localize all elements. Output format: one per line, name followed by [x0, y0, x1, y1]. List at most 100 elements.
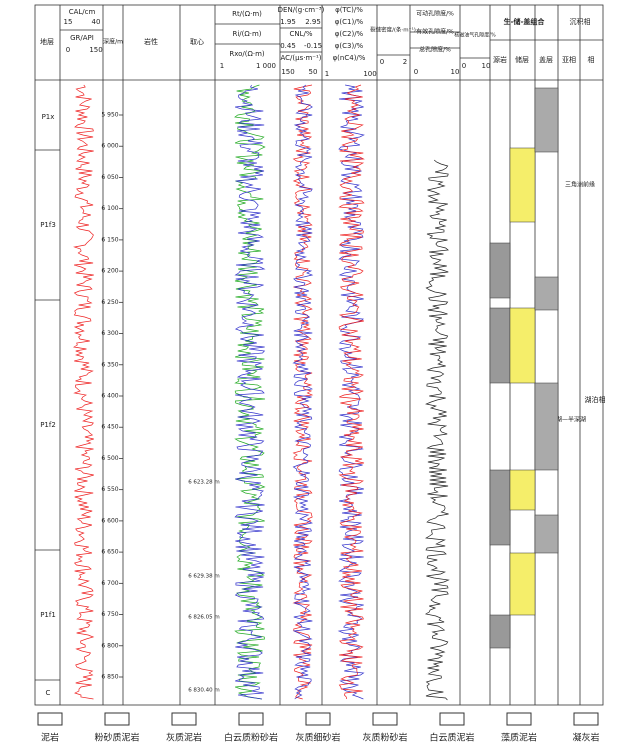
h: 2 [403, 58, 407, 66]
h: 总孔隙度/% [419, 46, 451, 54]
facies: 湖泊相 [585, 395, 606, 404]
h: 0.45 [280, 42, 296, 50]
depth-label: 6 050 [101, 174, 118, 181]
subfacies: 浅湖—半深湖 [550, 416, 586, 424]
legend-label: 白云质粉砂岩 [224, 732, 278, 744]
combo-block [534, 87, 559, 153]
legend-label: 灰质粉砂岩 [362, 732, 407, 744]
h: 50 [309, 68, 318, 76]
log-curve [338, 84, 365, 700]
combo-block [534, 276, 559, 311]
h: 40 [92, 18, 101, 26]
log-curve [73, 84, 95, 700]
depth-label: 6 450 [101, 424, 118, 431]
depth-label: 6 550 [101, 486, 118, 493]
depth-label: 6 400 [101, 393, 118, 400]
combo-block [534, 514, 559, 554]
legend-label: 灰质细砂岩 [295, 732, 340, 744]
h: 100 [363, 70, 376, 78]
legend-label: 白云质泥岩 [429, 732, 474, 744]
h: φ(C3)/% [335, 42, 364, 50]
log-curve [292, 84, 314, 700]
h: 0 [66, 46, 70, 54]
h: 储层 [515, 55, 529, 64]
legend-swatch [573, 712, 599, 726]
h: 150 [89, 46, 102, 54]
h: 核磁油气孔隙度/% [454, 32, 496, 39]
combo-block [489, 469, 511, 546]
h: φ(C1)/% [335, 18, 364, 26]
core-label: 6 623.28 m [188, 480, 220, 486]
h: Rt/(Ω·m) [232, 10, 262, 18]
h: 1 000 [256, 62, 276, 70]
h: CAL/cm [69, 8, 96, 16]
legend-swatch [506, 712, 532, 726]
h: 亚相 [562, 55, 576, 64]
h: -0.15 [304, 42, 322, 50]
h: 源岩 [493, 55, 507, 64]
h: 1.95 [280, 18, 296, 26]
depth-label: 6 600 [101, 517, 118, 524]
h: DEN/(g·cm⁻³) [278, 6, 325, 14]
combo-block [509, 147, 536, 223]
depth-label: 6 800 [101, 642, 118, 649]
depth-label: 6 850 [101, 674, 118, 681]
legend-swatch [439, 712, 465, 726]
h: 10 [482, 62, 491, 70]
log-curve [292, 84, 314, 700]
h: 盖层 [539, 55, 553, 64]
h: 有效孔隙度/% [416, 28, 454, 36]
h: 150 [281, 68, 294, 76]
depth-label: 6 500 [101, 455, 118, 462]
strata: P1x [42, 113, 55, 121]
legend-label: 泥岩 [41, 732, 59, 744]
legend-label: 粉砂质泥岩 [94, 732, 139, 744]
strata: P1f2 [40, 421, 56, 429]
combo-block [534, 382, 559, 471]
h: 岩性 [144, 37, 158, 46]
frame [34, 4, 604, 706]
h: 0 [380, 58, 384, 66]
legend-swatch [238, 712, 264, 726]
strata: P1f1 [40, 611, 56, 619]
log-curve [337, 84, 365, 700]
h: AC/(μs·m⁻¹) [280, 54, 321, 62]
h: 0 [414, 68, 418, 76]
log-curve [234, 84, 266, 700]
h: 1 [220, 62, 224, 70]
h: 可动孔隙度/% [416, 10, 454, 18]
core-label: 6 826.05 m [188, 615, 220, 621]
h: 相 [588, 55, 595, 64]
h: φ(nC4)/% [333, 54, 366, 62]
core-label: 6 629.38 m [188, 574, 220, 580]
legend-swatch [37, 712, 63, 726]
h: 0 [462, 62, 466, 70]
h: 裂缝密度/(条·m⁻¹) [370, 26, 416, 34]
h: 10 [451, 68, 460, 76]
h: φ(TC)/% [335, 6, 363, 14]
depth-label: 6 200 [101, 268, 118, 275]
h: 取心 [190, 38, 204, 46]
combo-block [489, 307, 511, 384]
combo-block [509, 552, 536, 616]
depth-label: 6 250 [101, 299, 118, 306]
legend-label: 藻质泥岩 [501, 732, 537, 744]
strata: C [46, 689, 51, 697]
combo-block [489, 614, 511, 649]
log-curve [234, 84, 266, 700]
h: GR/API [70, 34, 94, 42]
depth-label: 6 300 [101, 330, 118, 337]
legend-swatch [104, 712, 130, 726]
depth-label: 6 700 [101, 580, 118, 587]
h: 深度/m [103, 38, 123, 46]
combo-block [489, 242, 511, 299]
strata-header: 地层 [40, 37, 54, 46]
h: 生-储-盖组合 [504, 17, 546, 26]
legend-swatch [171, 712, 197, 726]
core-label: 6 830.40 m [188, 688, 220, 694]
depth-label: 6 650 [101, 549, 118, 556]
depth-label: 6 100 [101, 205, 118, 212]
legend-label: 凝灰岩 [572, 732, 599, 744]
strata: P1f3 [40, 221, 56, 229]
